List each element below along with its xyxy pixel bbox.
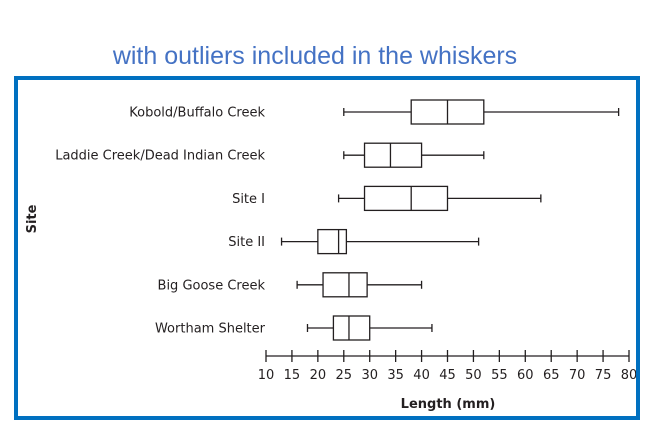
boxplot-chart: Site Kobold/Buffalo Creek Laddie Creek/De… xyxy=(25,99,636,412)
x-tick-label: 60 xyxy=(517,368,534,383)
x-tick-label: 10 xyxy=(258,368,275,383)
site-label: Wortham Shelter xyxy=(155,322,266,337)
x-tick-label: 15 xyxy=(284,368,301,383)
site-label: Site II xyxy=(228,235,265,250)
iqr-box xyxy=(317,228,348,255)
x-tick-label: 45 xyxy=(439,368,456,383)
x-tick-label: 35 xyxy=(387,368,404,383)
chart-caption: with outliers included in the whiskers xyxy=(112,42,518,70)
box-group: Kobold/Buffalo Creek Laddie Creek/Dead In… xyxy=(55,99,620,341)
x-tick-label: 80 xyxy=(621,368,636,383)
site-label: Big Goose Creek xyxy=(158,278,266,293)
iqr-box xyxy=(363,185,449,212)
x-tick-label: 25 xyxy=(336,368,353,383)
boxplot-row: Laddie Creek/Dead Indian Creek xyxy=(55,142,485,168)
x-tick-label: 65 xyxy=(543,368,560,383)
x-tick-label: 40 xyxy=(413,368,430,383)
x-axis: 10 15 20 25 30 35 40 45 50 55 60 65 70 75 80 xyxy=(258,350,636,383)
iqr-box xyxy=(322,272,368,298)
x-axis-title: Length (mm) xyxy=(401,397,496,412)
site-label: Kobold/Buffalo Creek xyxy=(129,106,265,121)
iqr-box xyxy=(332,315,371,341)
site-label: Site I xyxy=(232,192,265,207)
boxplot-row: Big Goose Creek xyxy=(158,272,423,298)
site-label: Laddie Creek/Dead Indian Creek xyxy=(55,149,265,164)
boxplot-row: Site I xyxy=(232,185,542,212)
iqr-box xyxy=(363,142,423,168)
x-tick-label: 70 xyxy=(569,368,586,383)
boxplot-row: Kobold/Buffalo Creek xyxy=(129,99,620,125)
boxplot-row: Wortham Shelter xyxy=(155,315,433,341)
chart-frame: Site Kobold/Buffalo Creek Laddie Creek/De… xyxy=(14,76,640,420)
x-tick-label: 30 xyxy=(361,368,378,383)
x-tick-label: 20 xyxy=(310,368,327,383)
x-tick-label: 75 xyxy=(595,368,612,383)
x-tick-label: 50 xyxy=(465,368,482,383)
boxplot-row: Site II xyxy=(228,228,480,255)
x-tick-label: 55 xyxy=(491,368,508,383)
y-axis-title: Site xyxy=(25,204,40,233)
